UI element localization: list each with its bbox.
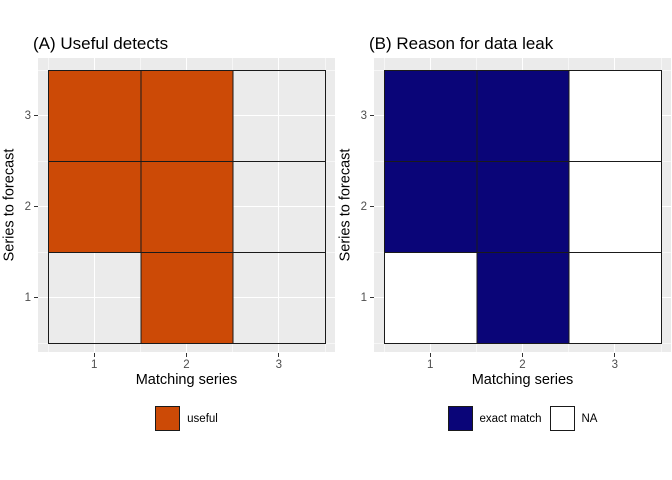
gridline-major-vertical xyxy=(278,58,280,352)
tile-x2-y1 xyxy=(475,251,570,344)
tile-x2-y2 xyxy=(475,160,570,253)
legend-label: NA xyxy=(581,412,598,425)
tile-x2-y3 xyxy=(139,69,234,162)
legend-key-na xyxy=(549,406,575,431)
legend-item: exact match xyxy=(447,406,542,431)
y-tick-label: 1 xyxy=(360,291,367,304)
x-axis-title: Matching series xyxy=(135,372,238,388)
legend-b: exact match NA xyxy=(374,406,671,431)
x-axis-tick xyxy=(186,353,187,357)
x-tick-label: 2 xyxy=(519,359,526,371)
heatmap-tiles xyxy=(383,69,662,344)
legend-key-exact-match xyxy=(447,406,473,431)
y-axis-tick xyxy=(370,297,374,298)
legend-item: useful xyxy=(155,406,218,431)
x-axis-tick xyxy=(522,353,523,357)
figure-b: (B) Reason for data leak Series to forec… xyxy=(336,0,672,480)
x-tick-label: 1 xyxy=(426,359,434,371)
tile-x2-y2 xyxy=(139,160,234,253)
legend-item: NA xyxy=(549,406,598,431)
plot-panel-b xyxy=(374,58,671,352)
tile-x2-y1 xyxy=(139,251,234,344)
tile-x1-y1-na xyxy=(383,251,477,344)
tile-x3-y2-na xyxy=(232,160,326,253)
tile-x1-y3 xyxy=(383,69,477,162)
tile-x3-y1-na xyxy=(568,251,662,344)
plot-title-b: (B) Reason for data leak xyxy=(369,34,554,53)
x-axis-tick xyxy=(93,353,95,357)
legend-key-useful xyxy=(155,406,181,431)
x-tick-label: 3 xyxy=(275,359,283,371)
tile-x2-y3 xyxy=(475,69,570,162)
tile-x3-y3-na xyxy=(568,69,662,162)
x-tick-label: 3 xyxy=(611,359,619,371)
tile-x3-y3-na xyxy=(232,69,326,162)
tile-x1-y1-na xyxy=(47,251,141,344)
x-axis-title: Matching series xyxy=(471,372,574,388)
y-tick-label: 2 xyxy=(360,200,367,213)
legend-a: useful xyxy=(38,406,335,431)
x-axis-tick xyxy=(278,353,280,357)
x-tick-label: 1 xyxy=(90,359,98,371)
y-axis-tick xyxy=(34,115,38,116)
legend-label: useful xyxy=(187,412,218,425)
tile-x3-y2-na xyxy=(568,160,662,253)
tile-x1-y2 xyxy=(47,160,141,253)
y-axis-tick xyxy=(34,206,38,207)
y-tick-label: 3 xyxy=(360,109,367,122)
y-tick-label: 1 xyxy=(24,291,31,304)
x-axis-tick xyxy=(429,353,431,357)
y-tick-label: 2 xyxy=(24,200,31,213)
y-axis-tick xyxy=(370,115,374,116)
heatmap-tiles xyxy=(47,69,326,344)
tile-x1-y2 xyxy=(383,160,477,253)
y-axis-tick xyxy=(370,206,374,207)
legend-label: exact match xyxy=(479,412,542,425)
y-tick-label: 3 xyxy=(24,109,31,122)
x-tick-label: 2 xyxy=(183,359,190,371)
x-axis-tick xyxy=(614,353,616,357)
y-axis-tick xyxy=(34,297,38,298)
tile-x1-y3 xyxy=(47,69,141,162)
plot-title-a: (A) Useful detects xyxy=(33,34,169,53)
tile-x3-y1-na xyxy=(232,251,326,344)
plot-panel-a xyxy=(38,58,335,352)
